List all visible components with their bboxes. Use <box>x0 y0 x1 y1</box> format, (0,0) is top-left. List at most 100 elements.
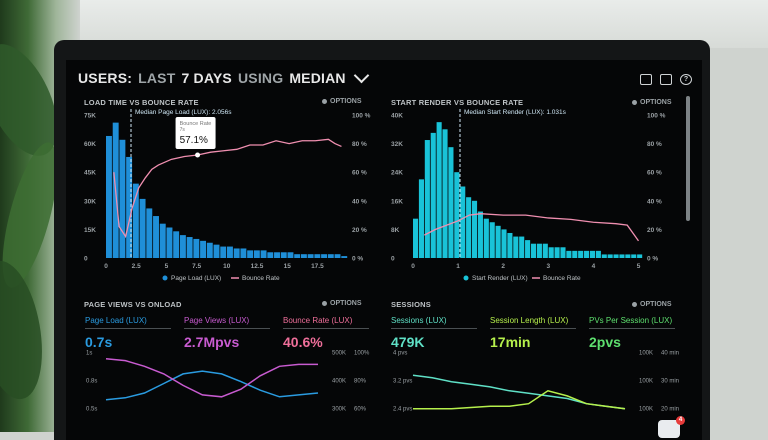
histogram-bar <box>601 254 607 258</box>
y3-tick-label: 80% <box>354 379 367 385</box>
histogram-bar <box>607 254 613 258</box>
histogram-bar <box>119 139 126 258</box>
histogram-bar <box>227 246 233 258</box>
help-icon[interactable]: ? <box>680 74 692 85</box>
options-label: OPTIONS <box>330 98 362 105</box>
metric-value: 479K <box>391 334 425 350</box>
sessions-options-button[interactable]: OPTIONS <box>632 301 672 308</box>
histogram-bar <box>240 248 247 258</box>
header-users: USERS: <box>78 70 133 86</box>
header-last: LAST <box>138 70 176 86</box>
histogram-bar <box>625 254 631 258</box>
histogram-bar <box>560 247 566 258</box>
pageviews-chart: 1s 0.8s 0.5s 500K 400K 300K 100% 80% 60% <box>86 351 370 413</box>
histogram-bar <box>179 235 186 258</box>
histogram-bar <box>572 250 578 258</box>
histogram-bar <box>413 218 419 258</box>
histogram-bar <box>193 238 200 258</box>
chevron-down-icon[interactable] <box>353 67 370 84</box>
y-tick-label: 32K <box>391 141 403 148</box>
load-chart-title: LOAD TIME VS BOUNCE RATE <box>84 98 199 107</box>
notification-count: 4 <box>676 416 685 425</box>
x-tick-label: 0 <box>104 263 108 270</box>
histogram-bar <box>595 250 601 258</box>
y2-tick-label: 60 % <box>647 170 662 177</box>
tooltip-title: Bounce Rate <box>180 121 212 127</box>
histogram-bar <box>448 147 454 258</box>
sessions-metric[interactable]: Session Length (LUX) 17min <box>490 316 576 350</box>
histogram-bar <box>213 244 220 258</box>
y-tick-label: 3.2 pvs <box>393 379 412 385</box>
histogram-bar <box>501 229 507 258</box>
pageviews-metric[interactable]: Page Views (LUX) 2.7Mpvs <box>184 316 270 350</box>
y2-tick-label: 40 % <box>352 198 367 205</box>
y-tick-label: 0 <box>84 256 88 263</box>
histogram-bar <box>418 179 424 258</box>
sessions-metric[interactable]: PVs Per Session (LUX) 2pvs <box>589 316 675 350</box>
y3-tick-label: 60% <box>354 407 367 413</box>
y-tick-label: 0.8s <box>86 379 97 385</box>
x-tick-label: 5 <box>637 263 641 270</box>
metric-value: 17min <box>490 334 531 350</box>
y-tick-label: 40K <box>391 113 403 120</box>
pageviews-metric[interactable]: Page Load (LUX) 0.7s <box>85 316 171 350</box>
pageviews-metric[interactable]: Bounce Rate (LUX) 40.6% <box>283 316 369 350</box>
gear-icon <box>632 100 637 105</box>
pageviews-options-button[interactable]: OPTIONS <box>322 300 362 307</box>
trend-icon[interactable] <box>660 74 672 85</box>
histogram-bar <box>536 243 542 258</box>
render-options-button[interactable]: OPTIONS <box>632 99 672 106</box>
histogram-bar <box>584 250 590 258</box>
histogram-bar <box>294 254 301 258</box>
y2-tick-label: 60 % <box>352 170 367 177</box>
x-tick-label: 12.5 <box>251 263 264 270</box>
tooltip-value: 57.1% <box>180 135 208 146</box>
series-line <box>413 389 626 410</box>
y3-tick-label: 40 min <box>661 351 679 357</box>
legend-swatch-bars <box>162 275 168 281</box>
chat-widget[interactable]: 4 <box>658 416 685 438</box>
median-label: Median Page Load (LUX): 2.056s <box>135 109 232 116</box>
histogram-bar <box>525 240 531 258</box>
histogram-bar <box>489 222 495 258</box>
legend-label: Bounce Rate <box>543 275 581 282</box>
histogram-bar <box>589 250 596 258</box>
histogram-bar <box>132 183 139 258</box>
histogram-bar <box>566 250 572 258</box>
histogram-bar <box>206 242 213 258</box>
x-tick-label: 3 <box>546 263 550 270</box>
options-label: OPTIONS <box>330 300 362 307</box>
histogram-bar <box>424 140 430 258</box>
histogram-bar <box>460 186 466 258</box>
metric-label: PVs Per Session (LUX) <box>589 316 675 329</box>
histogram-bar <box>548 247 554 258</box>
histogram-bar <box>341 256 348 258</box>
y-tick-label: 60K <box>84 141 96 148</box>
metric-label: Page Load (LUX) <box>85 316 171 329</box>
load-options-button[interactable]: OPTIONS <box>322 98 362 105</box>
histogram-bar <box>430 132 436 258</box>
monitor-icon[interactable] <box>640 74 652 85</box>
x-tick-label: 2.5 <box>132 263 141 270</box>
y-tick-label: 0.5s <box>86 407 97 413</box>
histogram-bar <box>126 156 133 258</box>
x-tick-label: 2 <box>501 263 505 270</box>
y2-tick-label: 0 % <box>352 256 363 263</box>
y-tick-label: 30K <box>84 198 96 205</box>
x-tick-label: 5 <box>165 263 169 270</box>
histogram-bar <box>513 236 519 258</box>
histogram-bar <box>436 122 442 259</box>
sessions-metric[interactable]: Sessions (LUX) 479K <box>391 316 477 350</box>
median-label: Median Start Render (LUX): 1.031s <box>464 109 567 116</box>
histogram-bar <box>466 197 472 258</box>
options-label: OPTIONS <box>640 301 672 308</box>
histogram-bar <box>542 243 548 258</box>
scrollbar[interactable] <box>686 96 690 221</box>
x-tick-label: 7.5 <box>192 263 201 270</box>
metric-value: 40.6% <box>283 334 323 350</box>
y-tick-label: 0 <box>391 256 395 263</box>
x-tick-label: 1 <box>456 263 460 270</box>
y-tick-label: 2.4 pvs <box>393 407 412 413</box>
metric-label: Session Length (LUX) <box>490 316 576 329</box>
dashboard-header[interactable]: USERS: LAST 7 DAYS USING MEDIAN <box>78 67 370 86</box>
